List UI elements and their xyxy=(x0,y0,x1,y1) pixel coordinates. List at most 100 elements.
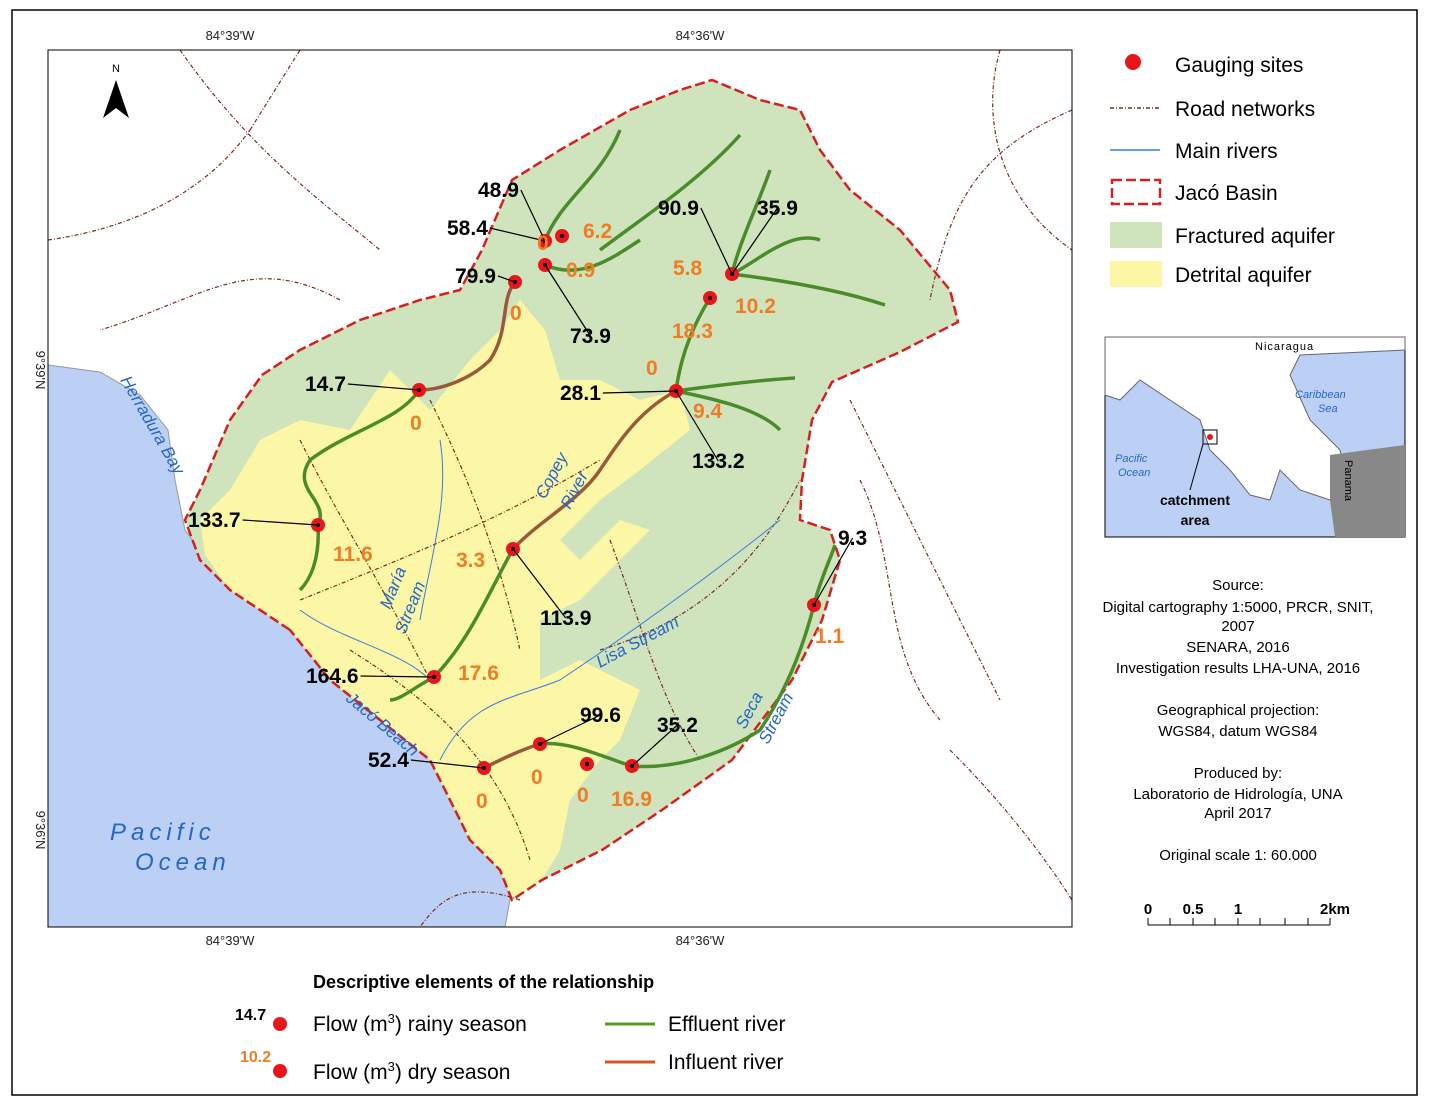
source-line: Produced by: xyxy=(1194,765,1282,782)
legend-label-part: 3 xyxy=(388,1059,395,1074)
source-line: Original scale 1: 60.000 xyxy=(1159,847,1317,864)
dry-flow-label: 11.6 xyxy=(333,543,373,566)
dry-flow-label: 9.4 xyxy=(693,400,723,423)
rainy-flow-label: 73.9 xyxy=(570,325,611,348)
rainy-flow-label: 133.7 xyxy=(188,509,241,532)
coord-label: 84°39'W xyxy=(206,933,256,948)
source-line: Source: xyxy=(1212,577,1264,594)
dry-flow-label: 0 xyxy=(646,357,658,380)
label-leader xyxy=(700,207,733,275)
label-leader xyxy=(813,537,854,606)
place-label: Pacific xyxy=(110,819,216,846)
source-line: April 2017 xyxy=(1204,805,1272,822)
inset-label: Sea xyxy=(1318,403,1338,415)
inset-label: Caribbean xyxy=(1295,389,1346,401)
dry-flow-label: 6.2 xyxy=(583,220,612,243)
inset-leader xyxy=(1189,443,1204,491)
rainy-flow-label: 28.1 xyxy=(560,382,601,405)
label-leader xyxy=(520,189,546,242)
dry-flow-label: 0 xyxy=(537,232,549,255)
scale-label: 0 xyxy=(1144,901,1152,918)
inset-catchment-box xyxy=(1202,429,1218,445)
legend-label: Effluent river xyxy=(668,1013,786,1036)
legend-label: Gauging sites xyxy=(1175,54,1303,77)
site-labels: 48.958.479.973.990.9 35.914.7 28.1133.2133… xyxy=(188,179,867,813)
main-rivers xyxy=(299,439,781,761)
rainy-flow-label: 164.6 xyxy=(306,665,359,688)
road-networks xyxy=(48,50,1072,927)
legend-label-part: 3 xyxy=(388,1011,395,1026)
legend-label: Fractured aquifer xyxy=(1175,225,1335,248)
label-leader xyxy=(675,390,719,462)
scale-label: 1 xyxy=(1234,901,1242,918)
legend-label-part: ) dry season xyxy=(395,1061,511,1084)
dry-flow-label: 0 xyxy=(510,302,522,325)
dry-flow-label: 10.2 xyxy=(735,295,776,318)
source-line: WGS84, datum WGS84 xyxy=(1158,723,1317,740)
inset-panama xyxy=(1330,445,1405,537)
dry-flow-label: 5.8 xyxy=(673,257,703,280)
source-line: SENARA, 2016 xyxy=(1186,639,1289,656)
rainy-flow-label: 113.9 xyxy=(540,607,591,630)
legend-example: 14.7 xyxy=(235,1007,266,1024)
legend-label: Influent river xyxy=(668,1051,784,1074)
inset-label: Nicaragua xyxy=(1255,341,1314,353)
inset-label: catchment xyxy=(1160,492,1230,508)
rainy-flow-label: 90.9 xyxy=(658,197,699,220)
coord-label: 84°36'W xyxy=(676,28,726,43)
rainy-flow-label: 58.4 xyxy=(447,217,488,240)
inset-label: Pacific xyxy=(1115,453,1148,465)
legend-symbol xyxy=(273,1064,287,1078)
scale-bar: 0 0.5 1 2km xyxy=(1144,901,1350,926)
legend-label-part: Flow (m xyxy=(313,1013,388,1036)
source-line: Geographical projection: xyxy=(1157,702,1320,719)
gauging-site-core xyxy=(585,762,589,766)
scale-label: 2km xyxy=(1320,901,1350,918)
place-label: Ocean xyxy=(135,849,231,876)
scale-label: 0.5 xyxy=(1183,901,1204,918)
dry-flow-label: 16.9 xyxy=(611,788,652,811)
label-leader xyxy=(512,548,567,619)
legend-label: Main rivers xyxy=(1175,140,1278,163)
north-arrow xyxy=(103,80,129,118)
dry-flow-label: 0 xyxy=(476,790,488,813)
label-leader xyxy=(539,714,601,745)
dry-flow-label: 0 xyxy=(577,784,589,807)
legend-title: Descriptive elements of the relationship xyxy=(313,972,654,992)
legend-symbol xyxy=(1110,222,1162,248)
source-line: Digital cartography 1:5000, PRCR, SNIT, xyxy=(1103,599,1374,616)
north-label: N xyxy=(112,63,120,75)
legend-label-part: Flow (m xyxy=(313,1061,388,1084)
legend-example: 10.2 xyxy=(240,1049,271,1066)
label-leader xyxy=(347,383,420,391)
inset-map: Nicaragua Caribbean Sea Pacific Ocean Pa… xyxy=(1104,336,1406,538)
inset-label: area xyxy=(1181,512,1210,528)
map-frame xyxy=(47,49,1073,928)
basin-boundary xyxy=(183,78,960,902)
label-leader xyxy=(544,264,591,337)
dry-flow-label: 17.6 xyxy=(458,662,499,685)
label-leader xyxy=(489,227,546,242)
dry-flow-label: 3.3 xyxy=(456,549,485,572)
label-leader xyxy=(410,759,485,769)
legend-symbol xyxy=(273,1017,287,1031)
rainy-flow-label: 79.9 xyxy=(455,265,496,288)
dry-flow-label: 1.1 xyxy=(815,625,845,648)
relationship-legend: Descriptive elements of the relationship… xyxy=(235,972,786,1084)
dry-flow-label: 0 xyxy=(410,412,422,435)
legend-symbol xyxy=(1110,178,1162,206)
inset-label: Ocean xyxy=(1118,467,1150,479)
label-leader xyxy=(631,724,678,767)
legend-label: Detrital aquifer xyxy=(1175,264,1312,287)
label-leader xyxy=(497,275,516,283)
scale-ticks xyxy=(1147,918,1331,925)
legend-label: Flow (m3) dry season xyxy=(313,1059,510,1084)
legend-label: Flow (m3) rainy season xyxy=(313,1011,527,1036)
dry-flow-label: 18.3 xyxy=(672,320,713,343)
legend-label: Jacó Basin xyxy=(1175,182,1278,205)
legend-symbol xyxy=(1125,54,1141,70)
coord-label: 84°36'W xyxy=(676,933,726,948)
label-leader xyxy=(360,675,435,678)
rainy-flow-label: 48.9 xyxy=(478,179,519,202)
